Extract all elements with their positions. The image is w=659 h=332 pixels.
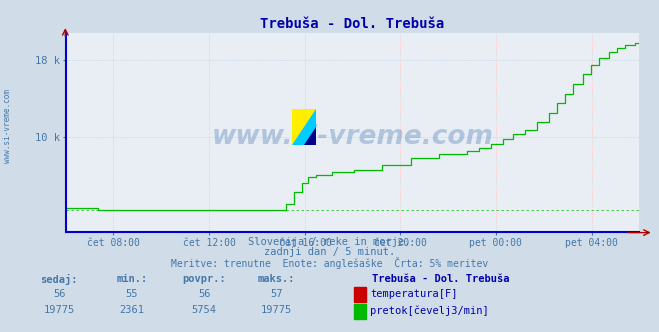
Text: sedaj:: sedaj: — [41, 274, 78, 285]
Text: 5754: 5754 — [192, 305, 217, 315]
Text: www.si-vreme.com: www.si-vreme.com — [212, 124, 494, 150]
Text: Meritve: trenutne  Enote: anglešaške  Črta: 5% meritev: Meritve: trenutne Enote: anglešaške Črta… — [171, 257, 488, 269]
Text: pretok[čevelj3/min]: pretok[čevelj3/min] — [370, 305, 489, 316]
Text: 19775: 19775 — [43, 305, 75, 315]
Text: min.:: min.: — [116, 274, 148, 284]
Text: temperatura[F]: temperatura[F] — [370, 289, 458, 299]
Text: 55: 55 — [126, 289, 138, 299]
Text: Slovenija / reke in morje.: Slovenija / reke in morje. — [248, 237, 411, 247]
Text: 2361: 2361 — [119, 305, 144, 315]
Text: 56: 56 — [198, 289, 210, 299]
Text: 57: 57 — [271, 289, 283, 299]
Title: Trebuša - Dol. Trebuša: Trebuša - Dol. Trebuša — [260, 17, 445, 31]
Text: povpr.:: povpr.: — [183, 274, 226, 284]
Text: zadnji dan / 5 minut.: zadnji dan / 5 minut. — [264, 247, 395, 257]
Text: maks.:: maks.: — [258, 274, 295, 284]
Text: 56: 56 — [53, 289, 65, 299]
Text: 19775: 19775 — [261, 305, 293, 315]
Text: www.si-vreme.com: www.si-vreme.com — [3, 89, 13, 163]
Text: Trebuša - Dol. Trebuša: Trebuša - Dol. Trebuša — [372, 274, 510, 284]
